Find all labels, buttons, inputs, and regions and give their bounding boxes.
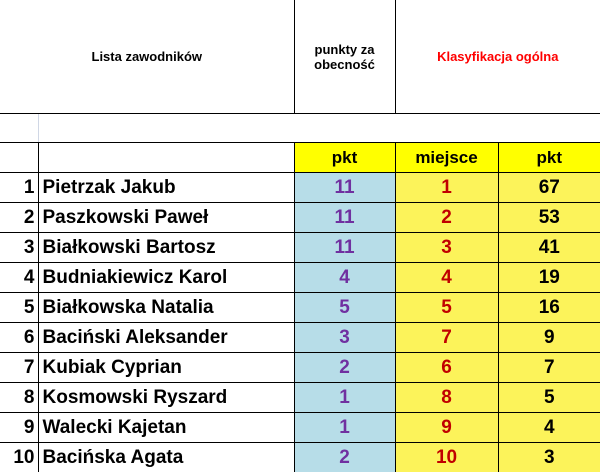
- empty-row: [0, 113, 600, 143]
- table-row: 3 Białkowski Bartosz 11 3 41: [0, 232, 600, 263]
- place[interactable]: 4: [394, 262, 499, 293]
- total-points[interactable]: 53: [497, 202, 600, 233]
- subheader-row: pkt miejsce pkt: [0, 142, 600, 173]
- attendance-points[interactable]: 1: [293, 412, 396, 443]
- player-name[interactable]: Kubiak Cyprian: [37, 352, 295, 383]
- place[interactable]: 2: [394, 202, 499, 233]
- attendance-points[interactable]: 2: [293, 442, 396, 472]
- player-name[interactable]: Walecki Kajetan: [37, 412, 295, 443]
- empty-cell[interactable]: [38, 113, 600, 143]
- total-points[interactable]: 3: [497, 442, 600, 472]
- table-row: 4 Budniakiewicz Karol 4 4 19: [0, 262, 600, 293]
- row-number[interactable]: 10: [0, 442, 39, 472]
- place[interactable]: 7: [394, 322, 499, 353]
- blank-cell[interactable]: [37, 142, 295, 173]
- total-points[interactable]: 9: [497, 322, 600, 353]
- attendance-points[interactable]: 11: [293, 202, 396, 233]
- classification-title-cell[interactable]: Klasyfikacja ogólna: [394, 0, 600, 114]
- attendance-title-cell[interactable]: punkty za obecność: [293, 0, 396, 114]
- player-name[interactable]: Bacińska Agata: [37, 442, 295, 472]
- place[interactable]: 9: [394, 412, 499, 443]
- player-name[interactable]: Pietrzak Jakub: [37, 172, 295, 203]
- table-row: 10 Bacińska Agata 2 10 3: [0, 442, 600, 472]
- player-name[interactable]: Budniakiewicz Karol: [37, 262, 295, 293]
- player-name[interactable]: Kosmowski Ryszard: [37, 382, 295, 413]
- total-points[interactable]: 7: [497, 352, 600, 383]
- attendance-points[interactable]: 4: [293, 262, 396, 293]
- total-points[interactable]: 5: [497, 382, 600, 413]
- total-points[interactable]: 67: [497, 172, 600, 203]
- blank-cell[interactable]: [0, 142, 39, 173]
- attendance-points[interactable]: 2: [293, 352, 396, 383]
- place[interactable]: 10: [394, 442, 499, 472]
- row-number[interactable]: 3: [0, 232, 39, 263]
- player-name[interactable]: Baciński Aleksander: [37, 322, 295, 353]
- total-points[interactable]: 16: [497, 292, 600, 323]
- place[interactable]: 5: [394, 292, 499, 323]
- place-header[interactable]: miejsce: [394, 142, 499, 173]
- attendance-points[interactable]: 5: [293, 292, 396, 323]
- row-number[interactable]: 5: [0, 292, 39, 323]
- attendance-points[interactable]: 3: [293, 322, 396, 353]
- attendance-points[interactable]: 1: [293, 382, 396, 413]
- player-name[interactable]: Białkowska Natalia: [37, 292, 295, 323]
- place[interactable]: 8: [394, 382, 499, 413]
- table-row: 2 Paszkowski Paweł 11 2 53: [0, 202, 600, 233]
- row-number[interactable]: 1: [0, 172, 39, 203]
- header-row: Lista zawodników punkty za obecność Klas…: [0, 0, 600, 114]
- row-number[interactable]: 4: [0, 262, 39, 293]
- place[interactable]: 6: [394, 352, 499, 383]
- total-points[interactable]: 19: [497, 262, 600, 293]
- place[interactable]: 1: [394, 172, 499, 203]
- row-number[interactable]: 7: [0, 352, 39, 383]
- place[interactable]: 3: [394, 232, 499, 263]
- row-number[interactable]: 8: [0, 382, 39, 413]
- table-row: 7 Kubiak Cyprian 2 6 7: [0, 352, 600, 383]
- player-name[interactable]: Paszkowski Paweł: [37, 202, 295, 233]
- table-row: 1 Pietrzak Jakub 11 1 67: [0, 172, 600, 203]
- row-number[interactable]: 9: [0, 412, 39, 443]
- pts-header[interactable]: pkt: [497, 142, 600, 173]
- total-points[interactable]: 4: [497, 412, 600, 443]
- total-points[interactable]: 41: [497, 232, 600, 263]
- row-number[interactable]: 6: [0, 322, 39, 353]
- table-row: 8 Kosmowski Ryszard 1 8 5: [0, 382, 600, 413]
- table-row: 6 Baciński Aleksander 3 7 9: [0, 322, 600, 353]
- attendance-points[interactable]: 11: [293, 172, 396, 203]
- list-title-cell[interactable]: Lista zawodników: [0, 0, 295, 114]
- attendance-points[interactable]: 11: [293, 232, 396, 263]
- row-number[interactable]: 2: [0, 202, 39, 233]
- table-row: 9 Walecki Kajetan 1 9 4: [0, 412, 600, 443]
- player-name[interactable]: Białkowski Bartosz: [37, 232, 295, 263]
- attendance-pts-header[interactable]: pkt: [293, 142, 396, 173]
- table-row: 5 Białkowska Natalia 5 5 16: [0, 292, 600, 323]
- empty-cell[interactable]: [0, 113, 39, 143]
